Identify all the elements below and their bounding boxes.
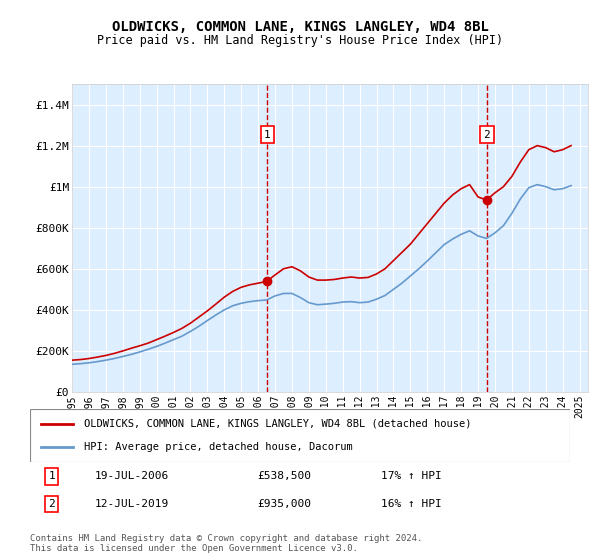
Text: Contains HM Land Registry data © Crown copyright and database right 2024.
This d: Contains HM Land Registry data © Crown c…: [30, 534, 422, 553]
Text: 12-JUL-2019: 12-JUL-2019: [95, 499, 169, 509]
Text: 19-JUL-2006: 19-JUL-2006: [95, 471, 169, 481]
Text: OLDWICKS, COMMON LANE, KINGS LANGLEY, WD4 8BL (detached house): OLDWICKS, COMMON LANE, KINGS LANGLEY, WD…: [84, 419, 472, 429]
Text: HPI: Average price, detached house, Dacorum: HPI: Average price, detached house, Daco…: [84, 442, 353, 452]
Text: 2: 2: [484, 130, 490, 140]
Text: OLDWICKS, COMMON LANE, KINGS LANGLEY, WD4 8BL: OLDWICKS, COMMON LANE, KINGS LANGLEY, WD…: [112, 20, 488, 34]
Text: Price paid vs. HM Land Registry's House Price Index (HPI): Price paid vs. HM Land Registry's House …: [97, 34, 503, 46]
Text: 16% ↑ HPI: 16% ↑ HPI: [381, 499, 442, 509]
Text: 1: 1: [48, 471, 55, 481]
Text: £538,500: £538,500: [257, 471, 311, 481]
Text: £935,000: £935,000: [257, 499, 311, 509]
Text: 2: 2: [48, 499, 55, 509]
Text: 1: 1: [264, 130, 271, 140]
Text: 17% ↑ HPI: 17% ↑ HPI: [381, 471, 442, 481]
FancyBboxPatch shape: [30, 409, 570, 462]
